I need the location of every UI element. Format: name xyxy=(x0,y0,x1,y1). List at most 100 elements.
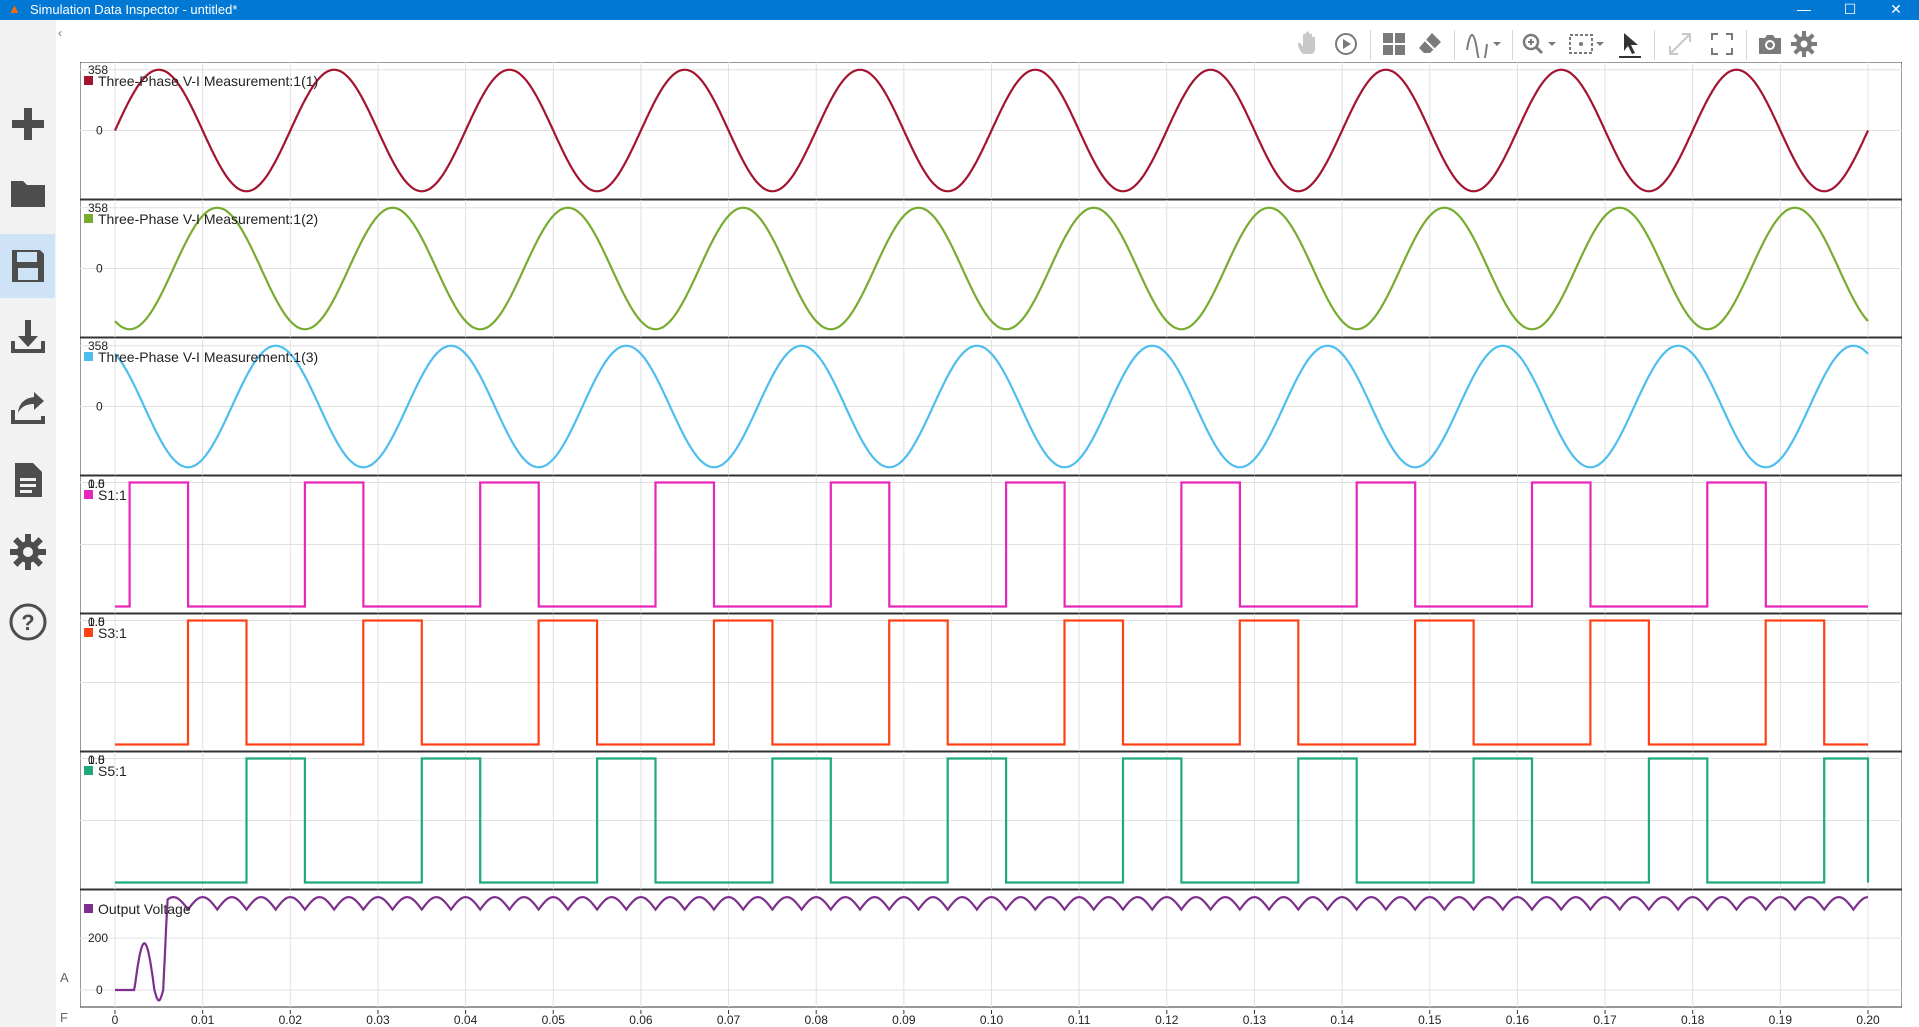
x-tick-label: 0.11 xyxy=(1068,1013,1091,1027)
x-tick-label: 0 xyxy=(112,1013,119,1027)
open-button[interactable] xyxy=(0,160,55,224)
x-tick-label: 0.15 xyxy=(1418,1013,1442,1027)
fit-button[interactable] xyxy=(1564,28,1610,60)
y-tick-label: 358 xyxy=(88,339,108,353)
legend-label: Three-Phase V-I Measurement:1(1) xyxy=(98,73,318,89)
plot-area[interactable]: 358 0 Three-Phase V-I Measurement:1(1) 358 0… xyxy=(80,62,1902,1027)
new-button[interactable] xyxy=(0,92,55,156)
save-button[interactable] xyxy=(0,234,55,298)
y-tick-label: 0 xyxy=(96,400,103,414)
sidebar: ? xyxy=(0,20,57,1027)
plot-toolbar xyxy=(1290,24,1919,64)
x-tick-label: 0.07 xyxy=(717,1013,741,1027)
legend-swatch xyxy=(84,214,93,223)
strip-label-f: F xyxy=(60,1010,68,1025)
signal-panel[interactable]: 1.00.5S3:1 xyxy=(80,613,1902,752)
x-tick-label: 0.09 xyxy=(892,1013,916,1027)
signal-trace[interactable] xyxy=(115,895,1869,1002)
y-tick-label: 0.5 xyxy=(88,753,105,767)
x-tick-label: 0.14 xyxy=(1330,1013,1354,1027)
legend-label: Three-Phase V-I Measurement:1(2) xyxy=(98,211,318,227)
export-icon xyxy=(10,392,45,424)
zoom-button[interactable] xyxy=(1516,28,1562,60)
replay-button[interactable] xyxy=(1328,28,1364,60)
y-tick-label: 200 xyxy=(88,931,108,945)
settings-icon xyxy=(9,534,46,570)
x-tick-label: 0.18 xyxy=(1681,1013,1705,1027)
pan-button[interactable] xyxy=(1290,28,1326,60)
maximize-button[interactable]: ☐ xyxy=(1843,1,1857,17)
signal-trace[interactable] xyxy=(115,619,1868,746)
minimize-button[interactable]: — xyxy=(1797,1,1811,17)
legend-label: S5:1 xyxy=(98,763,127,779)
fullscreen-icon xyxy=(1711,33,1733,55)
signal-panel[interactable]: 200 0 Output Voltage xyxy=(80,889,1902,1008)
strip-label-a: A xyxy=(60,970,69,985)
legend-label: S1:1 xyxy=(98,487,127,503)
legend-swatch xyxy=(84,490,93,499)
y-tick-label: 1.0 xyxy=(88,615,105,629)
x-tick-label: 0.05 xyxy=(542,1013,566,1027)
legend-swatch xyxy=(84,904,93,913)
x-tick-label: 0.06 xyxy=(629,1013,653,1027)
y-tick-label: 1.0 xyxy=(88,477,105,491)
expand-icon xyxy=(1669,33,1691,55)
toolbar-separator xyxy=(1654,30,1655,60)
signal-panel[interactable]: 1.00.5S5:1 xyxy=(80,751,1902,890)
x-tick-label: 0.16 xyxy=(1506,1013,1530,1027)
signal-panel[interactable]: 358 0 Three-Phase V-I Measurement:1(1) xyxy=(80,62,1902,200)
legend-label: S3:1 xyxy=(98,625,127,641)
cursor-icon xyxy=(1619,33,1641,58)
toolbar-separator xyxy=(1370,30,1371,60)
signal-trace[interactable] xyxy=(114,344,1869,469)
x-tick-label: 0.20 xyxy=(1856,1013,1880,1027)
toolbar-separator xyxy=(1746,30,1747,60)
settings-button[interactable] xyxy=(0,520,55,584)
signal-trace[interactable] xyxy=(113,68,1870,193)
x-tick-label: 0.04 xyxy=(454,1013,478,1027)
toolbar-separator xyxy=(1454,30,1455,60)
layout-button[interactable] xyxy=(1376,28,1412,60)
clear-icon xyxy=(1419,33,1441,53)
legend-swatch xyxy=(84,76,93,85)
collapse-panel-toggle[interactable]: ‹ xyxy=(58,26,62,40)
x-tick-label: 0.02 xyxy=(279,1013,303,1027)
cursor-button[interactable] xyxy=(1612,28,1648,60)
expand-button[interactable] xyxy=(1662,28,1698,60)
x-tick-label: 0.12 xyxy=(1155,1013,1179,1027)
legend-label: Three-Phase V-I Measurement:1(3) xyxy=(98,349,318,365)
y-tick-label: 0 xyxy=(96,262,103,276)
legend-label: Output Voltage xyxy=(98,901,191,917)
y-tick-label: 0 xyxy=(96,983,103,997)
report-button[interactable] xyxy=(0,448,55,512)
signal-style-button[interactable] xyxy=(1460,28,1508,60)
plot-settings-button[interactable] xyxy=(1786,28,1822,60)
x-tick-label: 0.08 xyxy=(805,1013,829,1027)
window-title: Simulation Data Inspector - untitled* xyxy=(30,2,238,17)
signal-trace[interactable] xyxy=(115,757,1870,884)
layout-icon xyxy=(1383,33,1405,55)
signal-panel[interactable]: 1.00.5S1:1 xyxy=(80,475,1902,614)
toolbar-separator xyxy=(1512,30,1513,60)
y-tick-label: 358 xyxy=(88,201,108,215)
export-button[interactable] xyxy=(0,376,55,440)
gear-icon xyxy=(1791,31,1817,57)
replay-icon xyxy=(1335,33,1357,55)
import-button[interactable] xyxy=(0,305,55,369)
close-button[interactable]: ✕ xyxy=(1890,1,1902,17)
signal-trace[interactable] xyxy=(115,481,1868,608)
fullscreen-button[interactable] xyxy=(1704,28,1740,60)
legend-swatch xyxy=(84,352,93,361)
signal-trace[interactable] xyxy=(114,206,1869,331)
signal-panel[interactable]: 358 0 Three-Phase V-I Measurement:1(3) xyxy=(80,337,1902,476)
snapshot-button[interactable] xyxy=(1752,28,1788,60)
new-icon xyxy=(11,108,44,140)
collapsed-panel-strip: ‹ A F xyxy=(56,20,80,1027)
clear-button[interactable] xyxy=(1412,28,1448,60)
help-button[interactable]: ? xyxy=(0,590,55,654)
help-icon: ? xyxy=(9,603,46,641)
open-folder-icon xyxy=(10,181,45,207)
y-tick-label: 358 xyxy=(88,63,108,77)
signal-panel[interactable]: 358 0 Three-Phase V-I Measurement:1(2) xyxy=(80,199,1902,338)
